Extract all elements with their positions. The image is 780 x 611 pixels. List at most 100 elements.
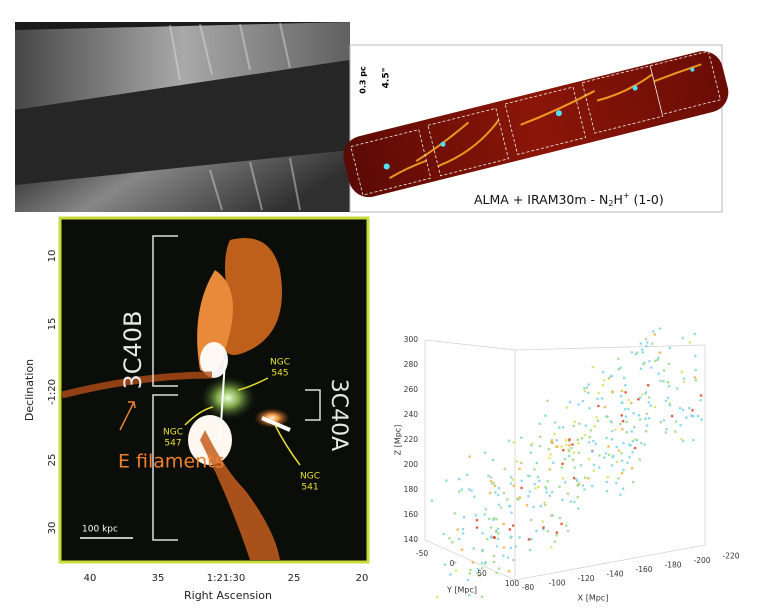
point: [645, 412, 649, 416]
point: [494, 491, 497, 494]
point: [488, 517, 491, 521]
point: [581, 484, 585, 487]
point: [510, 511, 513, 514]
point: [674, 430, 677, 434]
point: [619, 394, 623, 398]
point: [550, 491, 554, 494]
point: [624, 383, 627, 387]
point: [622, 441, 625, 445]
point: [550, 545, 553, 549]
point: [546, 399, 549, 403]
point: [662, 369, 666, 372]
point: [518, 496, 522, 499]
point: [544, 414, 547, 417]
point: [589, 429, 593, 432]
z-tick-label: 300: [404, 335, 419, 344]
point: [468, 593, 471, 597]
point: [628, 455, 631, 459]
point: [627, 407, 630, 411]
map-label: ALMA + IRAM30m - N2H+ (1-0): [474, 191, 664, 208]
point: [499, 506, 503, 509]
x-tick-label: -220: [722, 552, 739, 561]
streaks: [169, 22, 301, 211]
point: [527, 538, 531, 541]
point: [538, 479, 541, 483]
point: [592, 439, 595, 443]
radio-image: 100 kpc 3C40B 3C40A E filaments NGC 545 …: [23, 216, 370, 602]
point: [515, 460, 519, 463]
point: [555, 534, 558, 537]
point: [502, 522, 506, 526]
point: [495, 518, 498, 521]
point: [495, 545, 499, 548]
point: [583, 476, 587, 480]
point: [587, 457, 591, 461]
y-tick-label: 15: [47, 318, 58, 331]
point: [538, 422, 541, 426]
point: [617, 368, 620, 371]
point: [644, 337, 648, 341]
point: [609, 375, 612, 378]
point: [602, 456, 606, 459]
point: [681, 336, 685, 340]
point: [647, 401, 650, 404]
point: [617, 449, 621, 452]
point: [641, 351, 644, 354]
point: [568, 400, 572, 404]
x-tick-label: -180: [664, 561, 681, 570]
point: [662, 419, 666, 422]
z-tick-label: 240: [404, 410, 419, 419]
point: [571, 458, 575, 462]
point: [648, 360, 651, 363]
point: [624, 391, 627, 394]
point: [475, 518, 479, 522]
point: [489, 480, 493, 483]
point: [690, 414, 693, 418]
point: [678, 406, 682, 410]
point: [620, 471, 624, 475]
point: [492, 554, 496, 558]
point: [591, 450, 594, 453]
point: [644, 430, 648, 433]
point: [465, 473, 469, 477]
point: [598, 466, 601, 469]
point: [538, 444, 542, 448]
y-tick-label: 30: [47, 522, 58, 535]
point: [581, 399, 585, 403]
point: [502, 491, 506, 495]
point: [492, 516, 496, 520]
point: [506, 556, 510, 559]
point: [633, 425, 636, 429]
point: [610, 429, 614, 433]
point: [480, 561, 484, 565]
source-label: 3C40B: [119, 310, 147, 389]
point: [511, 524, 515, 527]
point: [535, 461, 539, 465]
point: [620, 427, 624, 431]
point: [572, 424, 575, 428]
point: [653, 405, 657, 409]
point: [620, 414, 624, 417]
point: [637, 398, 640, 401]
point: [643, 443, 646, 446]
point: [600, 397, 604, 400]
point: [646, 383, 650, 387]
point: [537, 485, 540, 489]
point: [509, 476, 513, 479]
point: [512, 484, 516, 488]
point: [580, 437, 584, 440]
point: [512, 441, 515, 444]
point: [617, 357, 620, 361]
point: [620, 401, 624, 405]
point: [582, 387, 586, 390]
point: [598, 454, 601, 457]
point: [630, 430, 634, 433]
point: [694, 354, 697, 358]
point: [593, 424, 596, 428]
point: [630, 351, 634, 354]
point: [644, 392, 648, 395]
x-tick-label: -200: [693, 556, 710, 565]
point: [506, 498, 509, 501]
source-label: 3C40A: [326, 379, 351, 451]
